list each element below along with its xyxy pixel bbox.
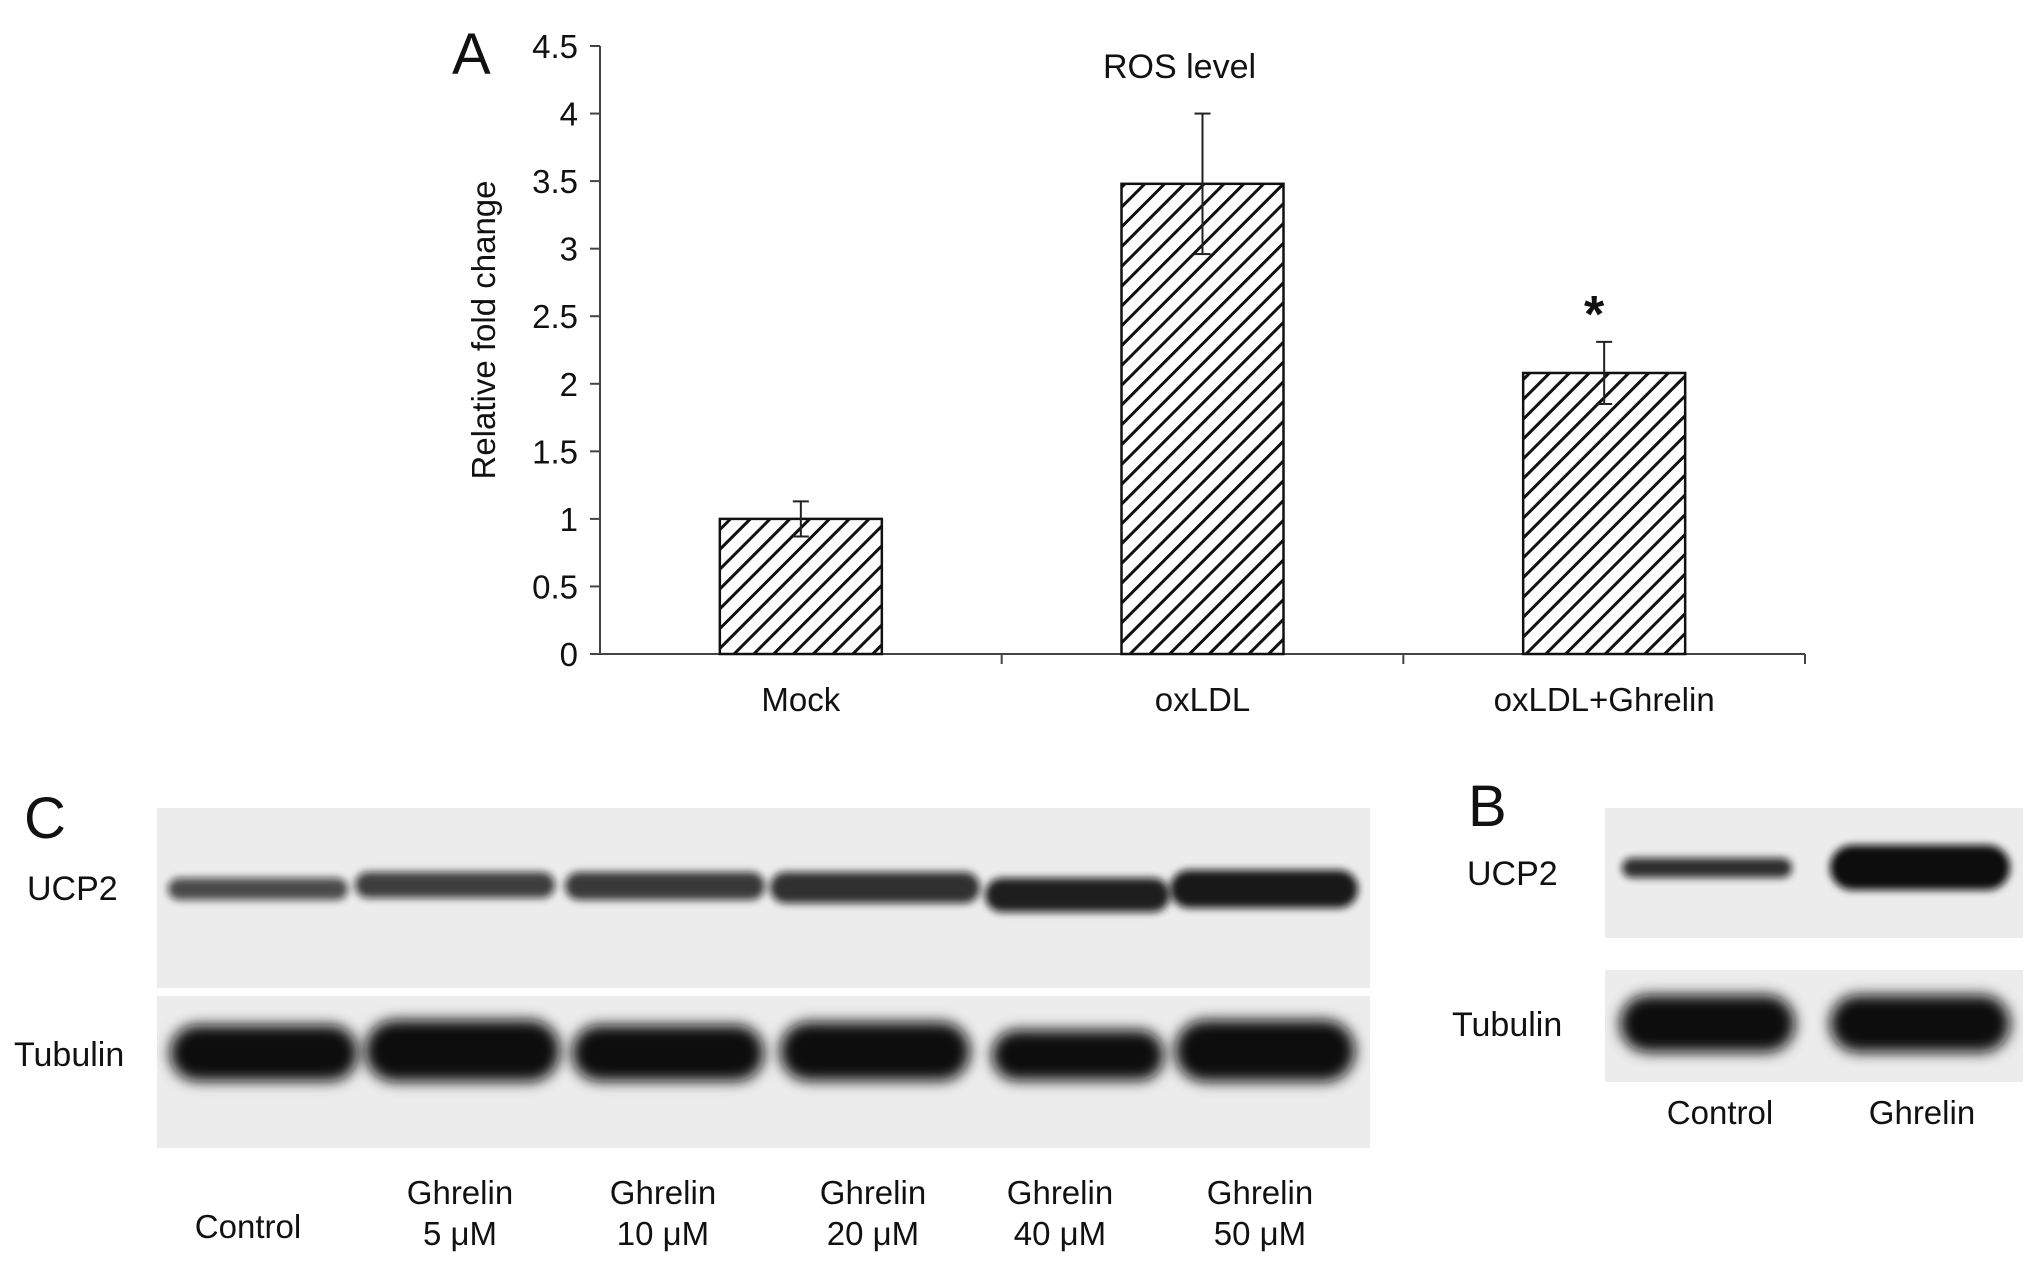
- lane-label-line1: Control: [194, 1208, 302, 1245]
- panel-c-ucp2-band-5: [985, 878, 1170, 912]
- panel-c-lane-label: Ghrelin 5 μM: [370, 1172, 550, 1255]
- panel-c-letter: C: [24, 786, 66, 851]
- panel-b-letter: B: [1468, 774, 1507, 839]
- panel-c-lane-label: Ghrelin 20 μM: [783, 1172, 963, 1255]
- y-tick-label: 3.5: [532, 163, 578, 200]
- panel-c-tubulin-band-4: [780, 1022, 970, 1081]
- panel-c-tubulin-band-2: [365, 1020, 560, 1082]
- x-tick-label: Mock: [761, 681, 840, 718]
- panel-c-tubulin-band-5: [992, 1030, 1164, 1081]
- panel-b-tubulin-band-2: [1830, 995, 2010, 1053]
- panel-a-letter: A: [452, 22, 491, 87]
- panel-c-tubulin-band-3: [572, 1025, 764, 1081]
- y-tick-label: 0: [560, 636, 578, 673]
- y-tick-label: 3: [560, 231, 578, 268]
- panel-b-ucp2-band-2: [1830, 845, 2010, 890]
- lane-label-line1: Ghrelin: [609, 1174, 717, 1211]
- bar-mock: [718, 517, 884, 656]
- significance-star: *: [1584, 286, 1605, 344]
- y-tick-label: 4: [560, 96, 578, 133]
- panel-b-tubulin-band-1: [1620, 995, 1795, 1053]
- lane-label-line1: Ghrelin: [1206, 1174, 1314, 1211]
- panel-b-ucp2-label: UCP2: [1467, 855, 1558, 893]
- lane-label-line1: Ghrelin: [819, 1174, 927, 1211]
- panel-c-tubulin-label: Tubulin: [14, 1036, 125, 1074]
- panel-b-tubulin-label: Tubulin: [1452, 1006, 1563, 1044]
- y-tick-label: 1.5: [532, 433, 578, 470]
- panel-c-ucp2-band-6: [1170, 870, 1358, 908]
- panel-c-lane-label: Ghrelin 40 μM: [970, 1172, 1150, 1255]
- y-axis-label: Relative fold change: [465, 180, 502, 479]
- panel-c-lane-label: Ghrelin 50 μM: [1170, 1172, 1350, 1255]
- y-tick-label: 2.5: [532, 298, 578, 335]
- lane-label-line1: Ghrelin: [406, 1174, 514, 1211]
- panel-b-ucp2-band-1: [1622, 858, 1792, 878]
- panel-c-ucp2-band-2: [355, 872, 555, 898]
- bar-oxldl-ghrelin: [1521, 371, 1687, 656]
- panel-b-lane-label: Ghrelin: [1868, 1094, 1976, 1131]
- panel-c-ucp2-band-4: [770, 872, 980, 904]
- y-tick-label: 2: [560, 366, 578, 403]
- y-tick-label: 4.5: [532, 28, 578, 65]
- panel-c-tubulin-band-1: [170, 1025, 358, 1081]
- chart-title: ROS level: [1103, 48, 1257, 86]
- panel-b-lane-label: Control: [1666, 1094, 1774, 1131]
- panel-c-ucp2-label: UCP2: [27, 870, 118, 908]
- panel-c-ucp2-band-1: [168, 878, 348, 900]
- y-tick-label: 0.5: [532, 568, 578, 605]
- lane-label-line1: Ghrelin: [1006, 1174, 1114, 1211]
- lane-label-line2: 10 μM: [616, 1215, 710, 1253]
- panel-c-lane-label: Ghrelin 10 μM: [573, 1172, 753, 1255]
- bar-oxldl: [1120, 182, 1285, 656]
- panel-c-tubulin-membrane: [157, 996, 1370, 1148]
- panel-c-tubulin-band-6: [1175, 1020, 1355, 1082]
- panel-c-lane-label: Control: [158, 1206, 338, 1247]
- lane-label-line2: 40 μM: [1013, 1215, 1107, 1253]
- lane-label-line2: 20 μM: [826, 1215, 920, 1253]
- lane-label-line2: 50 μM: [1213, 1215, 1307, 1253]
- lane-label-line2: 5 μM: [422, 1215, 498, 1253]
- ros-bar-chart: 0 0.5 1 1.5 2 2.5 3 3.5 4 4.5 Relative fold change…: [465, 28, 1806, 718]
- panel-c-ucp2-band-3: [565, 872, 765, 900]
- x-tick-label: oxLDL+Ghrelin: [1494, 681, 1715, 718]
- y-tick-label: 1: [560, 501, 578, 538]
- x-tick-label: oxLDL: [1155, 681, 1250, 718]
